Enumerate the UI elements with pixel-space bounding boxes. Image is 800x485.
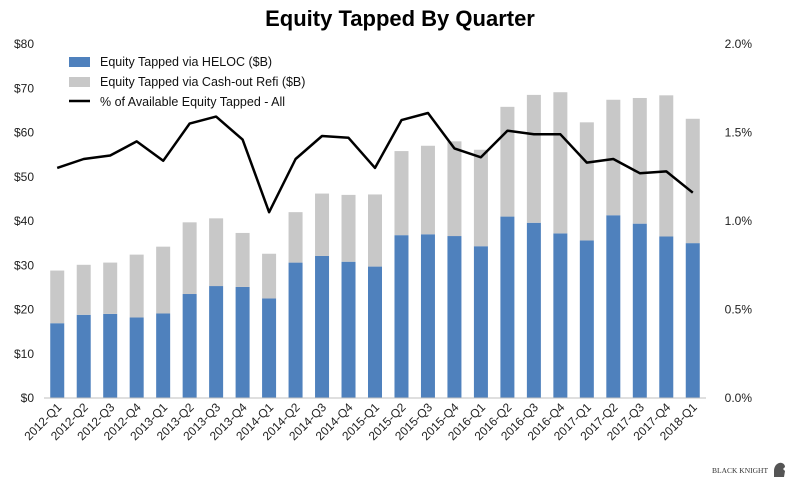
line-equity-tapped-pct [56, 111, 694, 214]
bar-cashout [315, 193, 330, 256]
bar-cashout [394, 151, 409, 236]
legend-label-heloc: Equity Tapped via HELOC ($B) [100, 55, 272, 69]
knight-icon [774, 462, 785, 477]
legend-label-cashout: Equity Tapped via Cash-out Refi ($B) [100, 75, 305, 89]
right-tick-label: 2.0% [725, 37, 753, 51]
bar-heloc [103, 313, 118, 398]
left-tick-label: $50 [14, 170, 34, 184]
bar-heloc [341, 261, 356, 398]
bar-cashout [76, 264, 91, 315]
left-tick-label: $80 [14, 37, 34, 51]
left-tick-label: $60 [14, 126, 34, 140]
bar-heloc [156, 313, 171, 398]
left-tick-label: $0 [21, 391, 35, 405]
bar-cashout [606, 99, 621, 216]
legend-label-line: % of Available Equity Tapped - All [100, 95, 285, 109]
bar-heloc [420, 234, 435, 398]
bar-cashout [288, 212, 303, 263]
bar-cashout [500, 106, 515, 217]
bar-cashout [129, 254, 144, 318]
right-axis-ticks: 0.0% 0.5% 1.0% 1.5% 2.0% [725, 37, 753, 405]
bar-cashout [420, 145, 435, 235]
bar-heloc [76, 314, 91, 398]
bar-heloc [262, 298, 277, 398]
bar-heloc [209, 286, 224, 398]
bar-heloc [500, 216, 515, 398]
bar-cashout [235, 232, 250, 287]
bar-cashout [632, 97, 647, 224]
x-axis-ticks: 2012-Q12012-Q22012-Q32012-Q42013-Q12013-… [21, 400, 700, 443]
left-axis-ticks: $0 $10 $20 $30 $40 $50 $60 $70 $80 [14, 37, 34, 405]
bar-cashout [103, 262, 118, 314]
bar-cashout [473, 149, 488, 247]
bar-heloc [315, 255, 330, 398]
bar-cashout [156, 246, 171, 314]
legend-swatch-heloc [69, 57, 90, 67]
bar-cashout [182, 222, 197, 295]
bar-cashout [659, 95, 674, 237]
bar-cashout [685, 118, 700, 244]
logo-text: BLACK KNIGHT [712, 466, 768, 475]
bar-heloc [182, 294, 197, 398]
right-tick-label: 0.5% [725, 303, 753, 317]
line-layer [56, 111, 694, 214]
left-tick-label: $10 [14, 347, 34, 361]
left-tick-label: $70 [14, 81, 34, 95]
bar-heloc [50, 323, 65, 398]
bar-heloc [368, 266, 382, 398]
bar-heloc [288, 262, 303, 398]
bar-cashout [553, 92, 568, 234]
bar-heloc [659, 236, 674, 398]
bar-heloc [129, 317, 144, 398]
bar-heloc [526, 222, 541, 398]
bar-cashout [579, 122, 594, 241]
right-tick-label: 0.0% [725, 391, 753, 405]
left-tick-label: $30 [14, 258, 34, 272]
bar-heloc [579, 240, 594, 398]
bar-heloc [632, 223, 647, 398]
bar-cashout [526, 94, 541, 223]
left-tick-label: $40 [14, 214, 34, 228]
left-tick-label: $20 [14, 303, 34, 317]
bar-heloc [235, 286, 250, 398]
chart-title: Equity Tapped By Quarter [265, 6, 535, 31]
bar-cashout [341, 194, 356, 262]
bar-cashout [209, 218, 224, 287]
right-tick-label: 1.0% [725, 214, 753, 228]
legend-swatch-cashout [69, 77, 90, 87]
bar-cashout [262, 253, 277, 299]
bar-heloc [473, 246, 488, 398]
bar-heloc [394, 235, 409, 398]
bar-heloc [553, 233, 568, 398]
legend: Equity Tapped via HELOC ($B) Equity Tapp… [69, 55, 305, 109]
bar-heloc [447, 236, 462, 398]
bar-cashout [368, 194, 382, 267]
bar-cashout [50, 270, 65, 324]
right-tick-label: 1.5% [725, 126, 753, 140]
bar-heloc [606, 215, 621, 398]
bar-heloc [685, 243, 700, 398]
bars-group [50, 92, 700, 398]
bar-cashout [447, 141, 462, 237]
black-knight-logo: BLACK KNIGHT [712, 458, 798, 480]
